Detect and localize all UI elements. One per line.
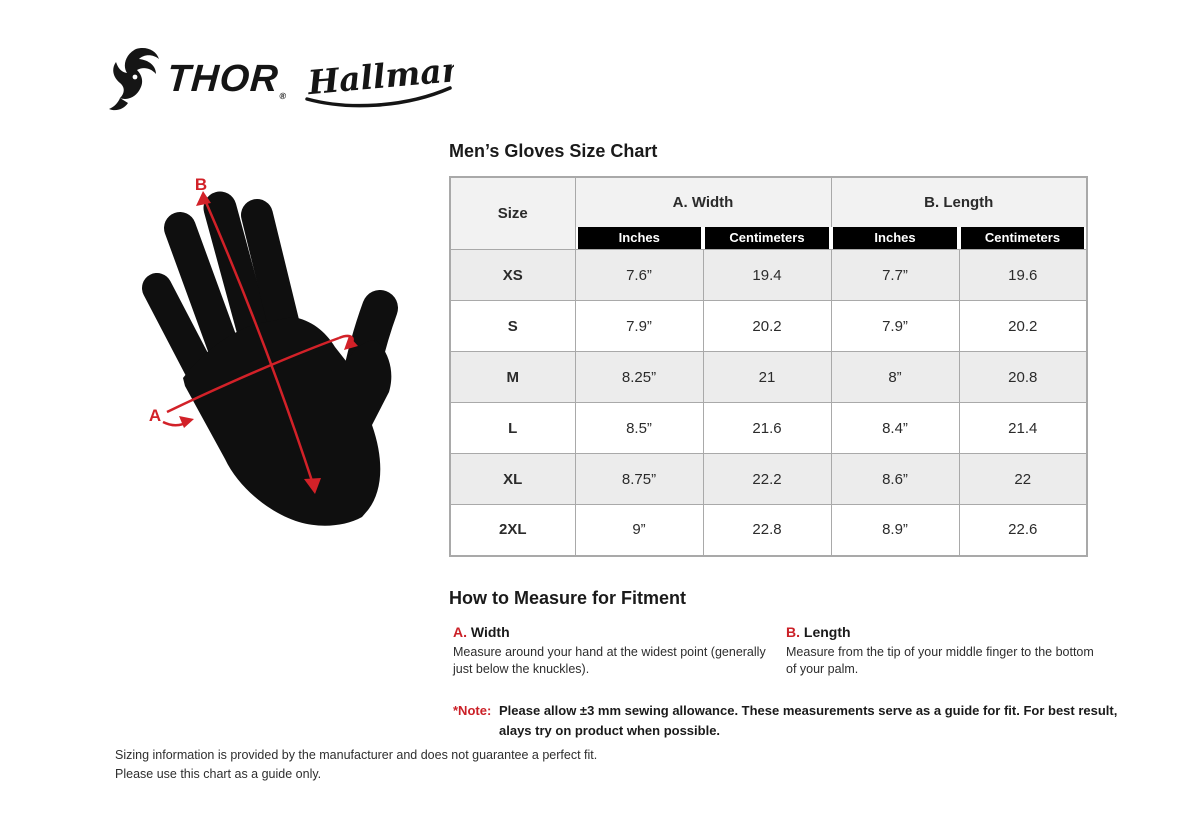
length-centimeters-cell: 19.6 [958, 249, 1088, 301]
width-inches-cell: 9” [574, 504, 704, 556]
table-row: S 7.9” 20.2 7.9” 20.2 [449, 300, 1088, 352]
size-cell: XL [449, 453, 576, 505]
length-measure-line [203, 199, 315, 485]
thor-goat-icon [109, 48, 159, 111]
label-b: B [195, 175, 207, 194]
table-row: L 8.5” 21.6 8.4” 21.4 [449, 402, 1088, 454]
measure-length-name: Length [803, 624, 851, 640]
size-cell: L [449, 402, 576, 454]
label-a: A [149, 406, 161, 425]
measure-length-section: B. Length Measure from the tip of your m… [786, 624, 1098, 678]
size-cell: M [449, 351, 576, 403]
width-inches-cell: 7.9” [574, 300, 704, 352]
page-title: Men’s Gloves Size Chart [449, 141, 658, 161]
table-row: XS 7.6” 19.4 7.7” 19.6 [449, 249, 1088, 301]
disclaimer-line-2: Please use this chart as a guide only. [115, 767, 322, 782]
measure-width-name: Width [470, 624, 510, 640]
length-centimeters-cell: 20.8 [958, 351, 1088, 403]
disclaimer-line-1: Sizing information is provided by the ma… [115, 748, 598, 762]
subheader-length-centimeters: Centimeters [961, 227, 1084, 249]
length-centimeters-cell: 22.6 [958, 504, 1088, 556]
length-centimeters-cell: 21.4 [958, 402, 1088, 454]
length-inches-cell: 7.9” [830, 300, 960, 352]
length-inches-cell: 8.9” [830, 504, 960, 556]
note-label: *Note: [453, 703, 492, 718]
size-chart-table: Size A. Width B. Length Inches Centimete… [449, 176, 1088, 557]
size-cell: 2XL [449, 504, 576, 556]
glove-measurement-diagram: B A [142, 175, 398, 526]
measure-width-description: Measure around your hand at the widest p… [453, 645, 766, 676]
glove-palm [183, 317, 392, 526]
column-header-width: A. Width [574, 176, 832, 227]
width-inches-cell: 7.6” [574, 249, 704, 301]
sizing-note: *Note: Please allow ±3 mm sewing allowan… [453, 701, 1133, 740]
width-inches-cell: 8.75” [574, 453, 704, 505]
column-header-size: Size [449, 176, 576, 250]
subheader-length-inches: Inches [833, 227, 957, 249]
width-inches-cell: 8.5” [574, 402, 704, 454]
thor-logo-text: THOR [165, 57, 281, 100]
width-centimeters-cell: 21 [702, 351, 832, 403]
table-row: M 8.25” 21 8” 20.8 [449, 351, 1088, 403]
measure-length-description: Measure from the tip of your middle fing… [786, 645, 1094, 676]
footer-disclaimer: Sizing information is provided by the ma… [115, 746, 597, 785]
width-centimeters-cell: 21.6 [702, 402, 832, 454]
measure-length-letter: B. [786, 624, 800, 640]
size-cell: XS [449, 249, 576, 301]
width-centimeters-cell: 20.2 [702, 300, 832, 352]
table-row: XL 8.75” 22.2 8.6” 22 [449, 453, 1088, 505]
brand-logos: THOR® Hallman [108, 44, 454, 114]
subheader-width-centimeters: Centimeters [705, 227, 829, 249]
size-cell: S [449, 300, 576, 352]
how-to-measure-title: How to Measure for Fitment [449, 588, 687, 608]
thor-logo: THOR® [165, 57, 288, 101]
table-row: 2XL 9” 22.8 8.9” 22.6 [449, 504, 1088, 556]
width-measure-line [166, 336, 340, 414]
length-inches-cell: 8.6” [830, 453, 960, 505]
length-inches-cell: 8.4” [830, 402, 960, 454]
subheader-width-inches: Inches [577, 227, 701, 249]
width-centimeters-cell: 22.8 [702, 504, 832, 556]
registered-trademark: ® [279, 90, 288, 101]
measure-width-section: A. Width Measure around your hand at the… [453, 624, 775, 678]
length-centimeters-cell: 20.2 [958, 300, 1088, 352]
width-inches-cell: 8.25” [574, 351, 704, 403]
hallman-logo: Hallman [305, 49, 454, 108]
width-centimeters-cell: 19.4 [702, 249, 832, 301]
length-inches-cell: 8” [830, 351, 960, 403]
column-header-length: B. Length [830, 176, 1088, 227]
length-inches-cell: 7.7” [830, 249, 960, 301]
measure-width-letter: A. [453, 624, 467, 640]
width-centimeters-cell: 22.2 [702, 453, 832, 505]
length-centimeters-cell: 22 [958, 453, 1088, 505]
note-text: Please allow ±3 mm sewing allowance. The… [499, 703, 1118, 738]
arrowheads [179, 191, 358, 494]
